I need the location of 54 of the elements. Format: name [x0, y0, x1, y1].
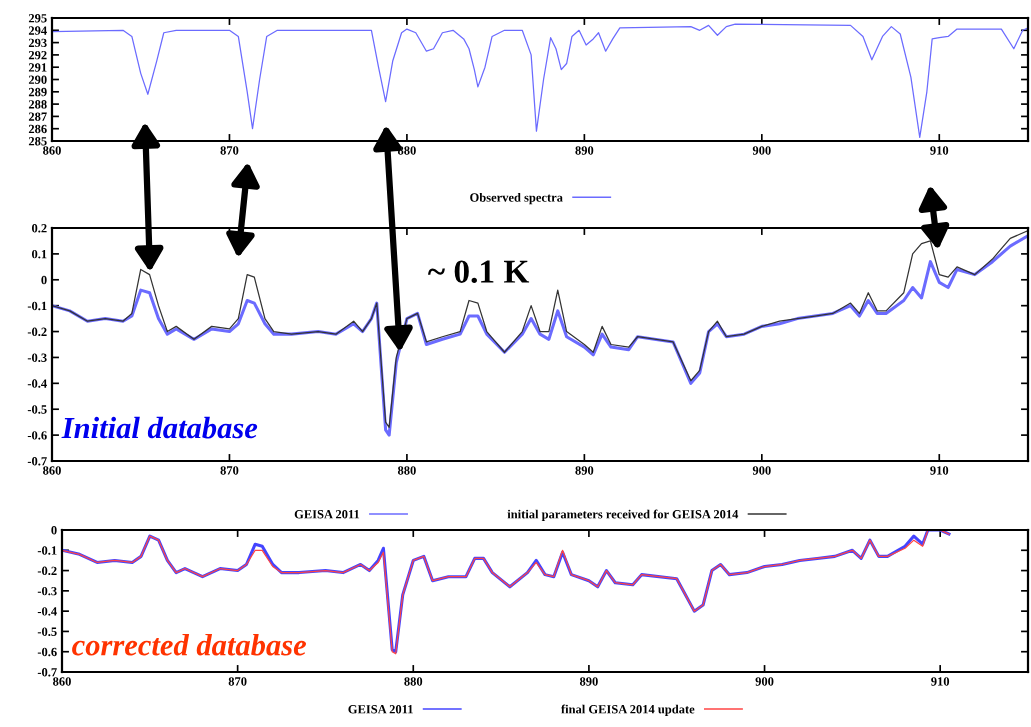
legend-label: final GEISA 2014 update: [561, 704, 695, 717]
x-tick-label: 880: [397, 466, 416, 475]
x-tick-label: 860: [43, 146, 61, 155]
y-tick-label: -0.1: [37, 546, 57, 555]
x-tick-label: 910: [930, 466, 949, 475]
legend-label: GEISA 2011: [348, 705, 413, 714]
y-tick-label: 287: [28, 112, 47, 121]
y-tick-label: 293: [28, 38, 47, 48]
y-tick-label: 294: [28, 26, 47, 35]
legend-label: GEISA 2011: [294, 510, 360, 519]
y-tick-label: -0.5: [27, 405, 47, 414]
x-tick-label: 900: [752, 146, 771, 155]
legend-label: Observed spectra: [470, 192, 563, 205]
y-tick-label: -0.2: [27, 327, 47, 337]
y-tick-label: -0.2: [37, 566, 57, 576]
y-tick-label: -0.6: [27, 431, 47, 440]
y-tick-label: 0.1: [31, 249, 47, 259]
y-tick-label: -0.3: [27, 353, 47, 362]
x-tick-label: 910: [931, 677, 950, 686]
y-tick-label: -0.5: [37, 627, 57, 636]
y-tick-label: 0.2: [31, 224, 47, 233]
x-tick-label: 860: [43, 466, 61, 475]
y-tick-label: -0.3: [37, 586, 57, 596]
y-tick-label: -0.1: [27, 301, 47, 311]
x-tick-label: 860: [53, 677, 71, 686]
y-tick-label: 290: [28, 75, 47, 84]
x-tick-label: 870: [220, 466, 239, 475]
x-tick-label: 870: [220, 146, 239, 155]
x-tick-label: 890: [575, 146, 594, 155]
x-tick-label: 880: [404, 677, 423, 686]
annotation: corrected database: [72, 634, 307, 656]
y-tick-label: -0.7: [37, 668, 57, 677]
y-tick-label: 0: [51, 526, 57, 535]
x-tick-label: 900: [752, 466, 771, 475]
x-tick-label: 870: [228, 677, 247, 686]
x-tick-label: 890: [579, 677, 598, 686]
y-tick-label: 292: [28, 50, 47, 60]
y-tick-label: 288: [28, 100, 47, 109]
y-tick-label: -0.6: [37, 647, 57, 657]
annotation: Initial database: [61, 416, 258, 439]
y-tick-label: -0.4: [27, 379, 47, 388]
y-tick-label: 285: [28, 137, 47, 146]
y-tick-label: 295: [28, 14, 47, 23]
legend-label: initial parameters received for GEISA 2014: [507, 509, 739, 521]
y-tick-label: -0.4: [37, 607, 57, 616]
y-tick-label: 291: [28, 63, 47, 72]
y-tick-label: 0: [41, 275, 47, 285]
y-tick-label: 286: [28, 124, 47, 134]
y-tick-label: -0.7: [27, 457, 47, 466]
x-tick-label: 910: [930, 146, 949, 155]
x-tick-label: 890: [575, 466, 594, 475]
annotation: ~ 0.1 K: [428, 260, 530, 284]
y-tick-label: 289: [28, 87, 47, 97]
x-tick-label: 900: [755, 677, 774, 686]
